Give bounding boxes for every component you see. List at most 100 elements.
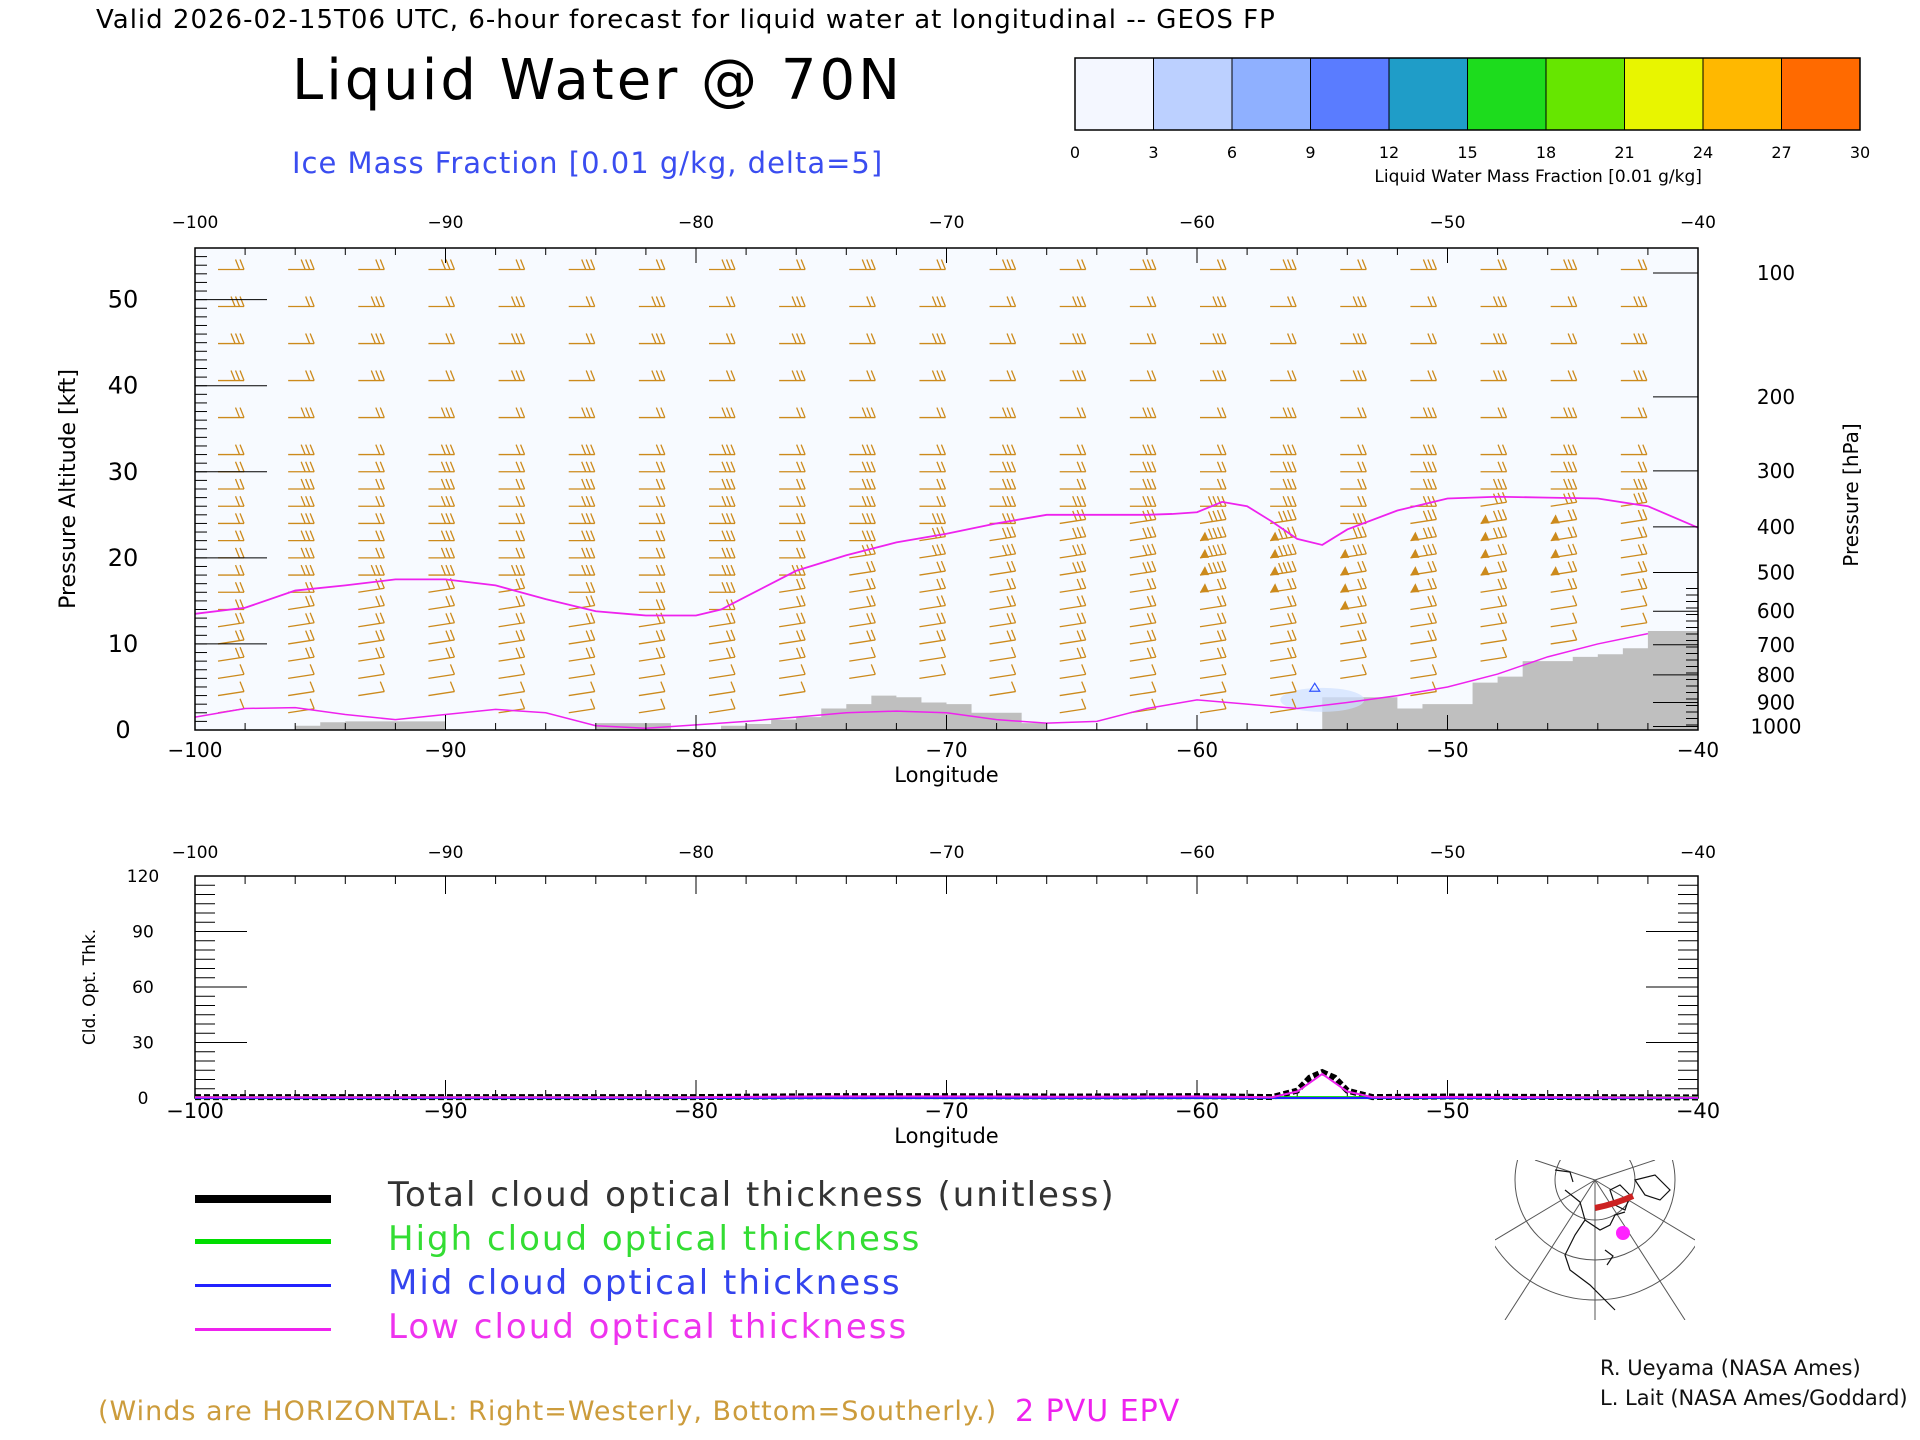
x-top-tick-label: −40 xyxy=(1680,213,1716,233)
x-top-tick-label: −50 xyxy=(1430,843,1466,863)
wind-barb-feather xyxy=(510,333,517,344)
y-tick-label: 120 xyxy=(127,867,159,887)
wind-barb-feather xyxy=(791,564,797,576)
wind-barb-feather xyxy=(309,407,315,418)
map-location-marker xyxy=(1616,1226,1630,1240)
wind-barb-feather xyxy=(590,681,596,692)
wind-barb-feather xyxy=(1287,444,1293,455)
wind-barb-feather xyxy=(1010,543,1017,555)
wind-barb-pennant xyxy=(1480,514,1490,524)
wind-barb-feather xyxy=(1072,495,1078,507)
wind-barb-feather xyxy=(725,564,732,576)
wind-barb-feather xyxy=(1497,296,1503,307)
wind-barb-feather xyxy=(1572,370,1578,381)
wind-barb-feather xyxy=(1427,561,1433,573)
wind-barb-feather xyxy=(1221,646,1227,658)
wind-barb-feather xyxy=(1361,595,1367,606)
wind-barb-feather xyxy=(866,613,872,624)
wind-barb-feather xyxy=(1352,333,1358,344)
wind-barb-feather xyxy=(1142,444,1148,455)
wind-barb-feather xyxy=(1567,444,1573,455)
wind-barb-feather xyxy=(300,444,306,455)
wind-barb-feather xyxy=(1076,527,1082,538)
wind-barb-feather xyxy=(1151,259,1157,270)
wind-barb-feather xyxy=(1081,259,1087,270)
wind-barb-shaft xyxy=(638,690,665,697)
wind-barb-feather xyxy=(725,296,732,307)
wind-barb-feather xyxy=(1010,296,1017,307)
wind-barb-feather xyxy=(1567,544,1573,555)
wind-barb-feather xyxy=(445,370,451,381)
wind-barb-shaft xyxy=(288,639,315,645)
wind-barb-shaft xyxy=(1270,673,1297,679)
wind-barb-feather xyxy=(940,407,947,418)
wind-barb-feather xyxy=(510,296,517,307)
wind-barb-feather xyxy=(791,370,797,381)
wind-barb-feather xyxy=(1146,630,1152,641)
wind-barb-feather xyxy=(515,630,521,641)
wind-barb-feather xyxy=(730,370,736,381)
wind-barb-feather xyxy=(1081,578,1087,589)
wind-barb-feather xyxy=(1291,259,1297,270)
wind-barb-feather xyxy=(445,613,451,624)
wind-barb-feather xyxy=(1357,259,1363,270)
wind-barb-shaft xyxy=(1340,536,1367,542)
wind-barb-feather xyxy=(1572,461,1578,473)
wind-barb-feather xyxy=(1006,544,1012,555)
wind-barb-feather xyxy=(234,513,241,524)
wind-barb-feather xyxy=(445,407,451,418)
wind-barb-feather xyxy=(1207,511,1214,522)
wind-barb-feather xyxy=(1291,333,1297,344)
wind-barb-feather xyxy=(861,259,867,270)
wind-barb-feather xyxy=(1076,647,1082,659)
wind-barb-feather xyxy=(309,698,315,710)
wind-barb-feather xyxy=(1010,629,1017,641)
wind-barb-feather xyxy=(1642,407,1648,418)
wind-barb-feather xyxy=(1427,544,1433,555)
wind-barb-feather xyxy=(515,513,521,524)
wind-barb-feather xyxy=(1287,370,1293,381)
wind-barb-shaft xyxy=(1620,570,1647,576)
wind-barb-feather xyxy=(870,513,876,524)
wind-barb-feather xyxy=(1081,595,1087,606)
wind-barb-feather xyxy=(379,629,385,641)
wind-barb-feather xyxy=(370,296,376,307)
legend-item-total: Total cloud optical thickness (unitless) xyxy=(190,1175,1150,1219)
wind-barb-feather xyxy=(305,613,311,624)
wind-barb-feather xyxy=(861,444,867,455)
wind-barb-shaft xyxy=(1129,673,1156,679)
wind-barb-shaft xyxy=(568,622,595,628)
wind-barb-feather xyxy=(449,478,456,490)
wind-barb-feather xyxy=(1291,478,1297,490)
wind-barb-feather xyxy=(1497,578,1503,590)
wind-barbs xyxy=(217,259,1648,714)
wind-barb-feather xyxy=(445,630,451,641)
wind-barb-feather xyxy=(800,564,806,576)
wind-barb-feather xyxy=(515,595,521,607)
wind-barb-feather xyxy=(590,461,596,473)
wind-barb-pennant xyxy=(1550,531,1560,541)
wind-barb-feather xyxy=(581,547,587,559)
wind-barb-feather xyxy=(510,370,517,381)
y-tick-label: 30 xyxy=(108,458,139,486)
wind-barb-feather xyxy=(1142,495,1148,507)
wind-barb-feather xyxy=(1151,612,1157,623)
pressure-tick-label: 400 xyxy=(1757,515,1795,539)
wind-barb-feather xyxy=(1142,407,1148,418)
wind-barb-shaft xyxy=(1550,604,1577,611)
colorbar-segment xyxy=(1545,57,1625,131)
wind-barb-feather xyxy=(1642,370,1648,381)
wind-barb-feather xyxy=(1642,595,1648,606)
wind-barb-feather xyxy=(796,407,802,418)
wind-barb-feather xyxy=(1010,578,1017,589)
wind-barb-feather xyxy=(721,407,727,418)
wind-barb-feather xyxy=(1081,560,1087,572)
wind-barb-feather xyxy=(1361,664,1367,675)
wind-barb-feather xyxy=(660,646,666,658)
wind-barb-feather xyxy=(1076,578,1082,590)
wind-barb-feather xyxy=(1081,461,1087,473)
wind-barb-feather xyxy=(370,333,376,344)
wind-barb-feather xyxy=(449,612,456,623)
wind-barb-feather xyxy=(590,698,596,710)
wind-barb-feather xyxy=(866,530,872,541)
